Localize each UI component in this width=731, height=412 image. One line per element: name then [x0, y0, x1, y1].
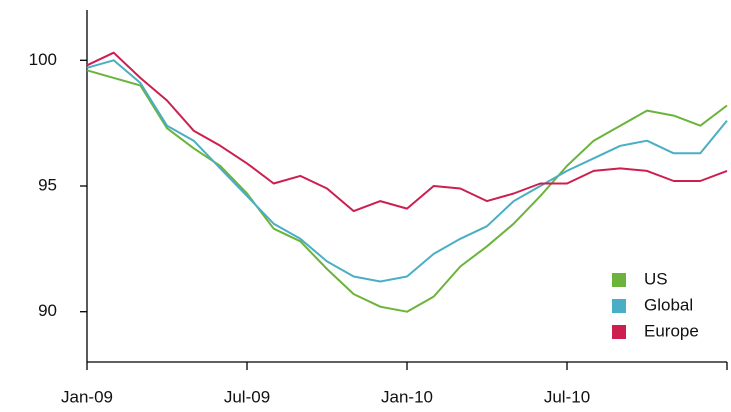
series-line [86, 69, 728, 313]
series-line [86, 59, 728, 283]
y-tick-label: 95 [38, 175, 57, 194]
legend-swatch [612, 273, 626, 287]
legend-label: Global [644, 295, 693, 314]
x-tick-label: Jan-09 [61, 387, 113, 406]
series-line [86, 51, 728, 213]
x-tick-label: Jul-09 [224, 387, 270, 406]
legend-label: Europe [644, 321, 699, 340]
legend-swatch [612, 299, 626, 313]
x-tick-label: Jan-10 [381, 387, 433, 406]
legend-swatch [612, 325, 626, 339]
x-tick-label: Jul-10 [544, 387, 590, 406]
legend-label: US [644, 269, 668, 288]
y-tick-label: 90 [38, 301, 57, 320]
y-tick-label: 100 [29, 50, 57, 69]
